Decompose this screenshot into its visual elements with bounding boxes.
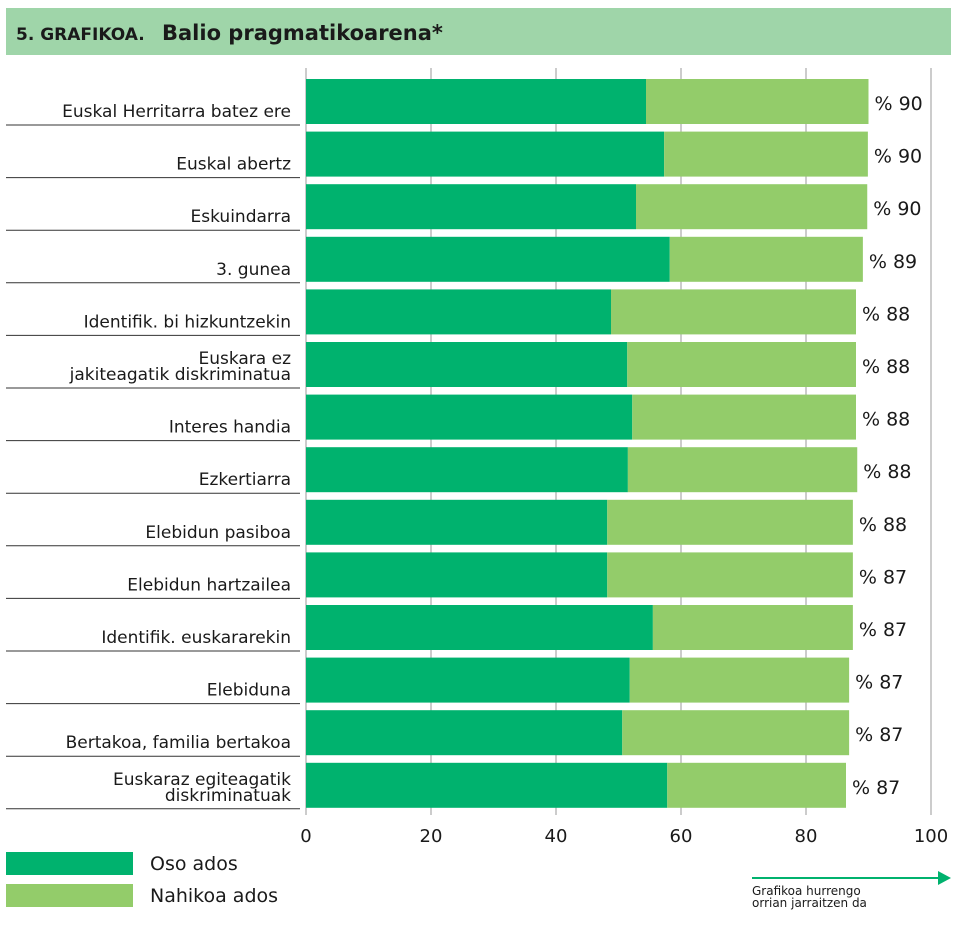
footer-note: orrian jarraitzen da: [752, 896, 867, 910]
total-label: % 90: [873, 198, 921, 220]
total-label: % 87: [852, 777, 900, 799]
legend-label: Oso ados: [150, 853, 238, 875]
total-label: % 88: [863, 461, 911, 483]
total-label: % 87: [859, 566, 907, 588]
bar-segment: [636, 184, 868, 230]
legend-swatch: [6, 852, 133, 875]
bar-segment: [652, 605, 853, 650]
legend-swatch: [6, 884, 133, 907]
y-tick-label: 3. gunea: [216, 260, 291, 280]
bar-segment: [627, 342, 856, 387]
title-prefix: 5. GRAFIKOA.: [16, 25, 145, 45]
bar-segment: [306, 184, 636, 230]
bar-segment: [646, 79, 869, 124]
bar-segment: [664, 131, 868, 177]
bar-segment: [306, 79, 646, 124]
total-label: % 87: [855, 672, 903, 694]
y-tick-label: Elebiduna: [207, 681, 291, 701]
bar-segment: [306, 342, 628, 387]
footer-arrow-head: [938, 871, 951, 885]
total-label: % 87: [855, 724, 903, 746]
bar-segment: [669, 236, 863, 282]
bar-segment: [306, 552, 608, 598]
y-tick-label: Euskal Herritarra batez ere: [62, 102, 291, 122]
bar-segment: [306, 131, 665, 177]
bar-segment: [632, 394, 856, 440]
header-band: [6, 8, 951, 55]
x-tick-label: 20: [420, 826, 443, 847]
total-label: % 87: [859, 619, 907, 641]
y-tick-label: Interes handia: [169, 418, 291, 438]
y-tick-label: Elebidun hartzailea: [127, 575, 291, 595]
bar-segment: [306, 499, 608, 545]
total-label: % 88: [862, 409, 910, 431]
bar-segment: [306, 605, 653, 650]
bar-segment: [611, 289, 856, 335]
bar-segment: [607, 499, 853, 545]
x-tick-label: 100: [914, 826, 948, 847]
y-tick-label: Ezkertiarra: [199, 470, 291, 490]
bar-segment: [306, 447, 628, 493]
total-label: % 89: [869, 251, 917, 273]
y-tick-label: Euskara ez jakiteagatik diskriminatua: [69, 349, 291, 385]
bar-segment: [306, 236, 670, 282]
bar-segment: [627, 447, 858, 493]
footer-note: Grafikoa hurrengo: [752, 884, 861, 898]
y-tick-label: Euskaraz egiteagatik diskriminatuak: [113, 770, 291, 806]
total-label: % 88: [862, 303, 910, 325]
total-label: % 90: [875, 93, 923, 115]
y-tick-label: Euskal abertz: [176, 155, 291, 175]
x-tick-label: 0: [300, 826, 311, 847]
y-tick-label: Identifik. euskararekin: [101, 628, 291, 648]
x-tick-label: 80: [795, 826, 818, 847]
legend-label: Nahikoa ados: [150, 885, 278, 907]
bar-segment: [629, 657, 850, 703]
y-tick-label: Identifik. bi hizkuntzekin: [84, 312, 291, 332]
bar-segment: [306, 762, 668, 808]
bar-segment: [607, 552, 853, 598]
bar-segment: [667, 762, 846, 808]
total-label: % 88: [859, 514, 907, 536]
x-tick-label: 60: [670, 826, 693, 847]
total-label: % 90: [874, 146, 922, 168]
bar-segment: [306, 710, 623, 756]
chart-title: Balio pragmatikoarena*: [162, 21, 443, 45]
y-tick-label: Elebidun pasiboa: [145, 523, 291, 543]
y-tick-label: Eskuindarra: [191, 207, 292, 227]
bar-segment: [306, 657, 630, 703]
bar-segment: [622, 710, 850, 756]
y-tick-label: Bertakoa, familia bertakoa: [66, 733, 291, 753]
bar-segment: [306, 289, 611, 335]
total-label: % 88: [862, 356, 910, 378]
x-tick-label: 40: [545, 826, 568, 847]
bar-segment: [306, 394, 633, 440]
